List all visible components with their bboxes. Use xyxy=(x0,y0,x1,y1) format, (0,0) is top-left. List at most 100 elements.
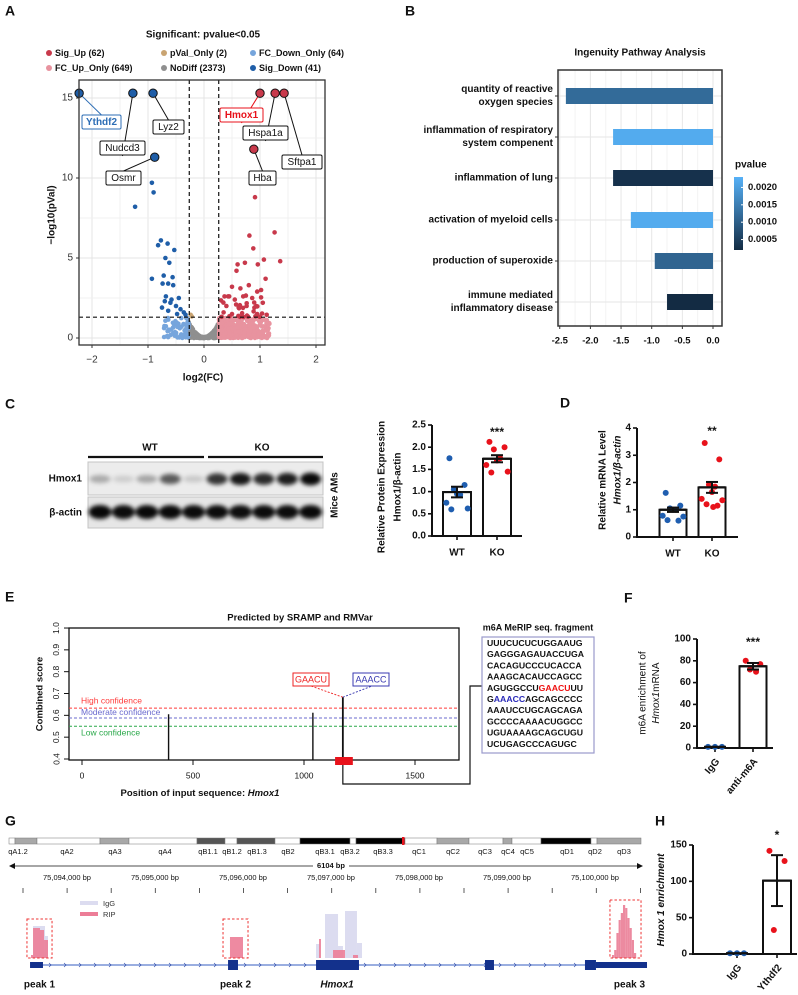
point-sig-up xyxy=(235,262,240,267)
band-hmox1 xyxy=(229,472,251,486)
legend-marker xyxy=(161,50,167,56)
sample-label: Mice AMs xyxy=(330,472,341,518)
band-hmox1 xyxy=(253,473,275,485)
point-sig-up xyxy=(236,305,241,310)
y-tick-label: 0.0 xyxy=(412,531,426,542)
point-fc-up-only xyxy=(246,323,252,328)
motif-label: AAACC xyxy=(355,674,387,684)
band-hmox1 xyxy=(206,473,228,485)
point-sig-up xyxy=(242,260,248,266)
strand-arrow-icon xyxy=(543,962,547,968)
point-sig-down xyxy=(178,306,183,312)
point-fc-up-only xyxy=(222,331,228,336)
y-axis-label-gene: Hmox 1 xyxy=(656,910,667,947)
panel-label-e: E xyxy=(5,589,14,605)
sequence-box xyxy=(481,636,595,754)
coordinate-label: 75,094,000 bp xyxy=(43,873,91,882)
band-block xyxy=(468,837,504,845)
band-block xyxy=(299,837,351,845)
point-nodiff xyxy=(213,326,218,332)
gene-label-box xyxy=(219,107,264,123)
ideogram-band: qC3 xyxy=(468,837,504,856)
y-axis-label: m6A enrichment of xyxy=(638,651,649,735)
sequence-segment: UGUAAAAGCAGCUGU xyxy=(487,728,583,738)
point-sig-up xyxy=(239,310,245,316)
point-fc-up-only xyxy=(227,330,232,336)
panel-e-m6a-site-prediction: E Predicted by SRAMP and RMVar 0.4 0.5 0.6 0.… xyxy=(5,589,595,799)
motif-connector xyxy=(310,685,343,698)
band-hmox1 xyxy=(300,472,322,486)
y-tick-label: 100 xyxy=(670,876,687,887)
point-sig-down xyxy=(183,312,188,318)
sequence-segment: AGUGGCCU xyxy=(487,683,539,693)
rip-coverage xyxy=(631,940,634,958)
point-fc-down-only xyxy=(165,315,171,321)
data-point xyxy=(443,499,450,506)
x-axis-label-prefix: Position of input sequence: xyxy=(121,788,248,799)
point-sig-down xyxy=(176,295,182,301)
gene-label-osmr: Osmr xyxy=(105,152,160,186)
point-fc-up-only xyxy=(251,325,256,330)
data-point xyxy=(662,489,669,496)
x-tick-label: Ythdf2 xyxy=(756,962,785,993)
strand-arrow-icon xyxy=(528,962,532,968)
category-label: quantity of reactive xyxy=(461,84,553,95)
bar xyxy=(654,253,713,269)
band-actin xyxy=(158,505,182,519)
strand-arrow-icon xyxy=(513,962,517,968)
sequence-segment: AAAUCCUGCAGCAGA xyxy=(487,705,583,715)
y-tick-label: 0 xyxy=(685,743,691,754)
point-sig-down xyxy=(165,308,171,314)
data-point xyxy=(675,517,682,524)
data-point xyxy=(664,517,671,524)
strand-arrow-icon xyxy=(258,962,262,968)
bar xyxy=(613,129,713,145)
y-tick-label: 1 xyxy=(625,504,631,515)
sequence-segment: UUUCUCUCUGGAAUG xyxy=(487,638,583,648)
point-sig-up xyxy=(232,297,238,302)
band-hmox1 xyxy=(159,473,181,485)
band-block xyxy=(99,837,130,845)
band-block xyxy=(8,837,16,845)
labeled-point xyxy=(148,88,158,98)
gene-label-box xyxy=(152,119,185,135)
gene-name: Lyz2 xyxy=(158,122,179,133)
band-label: qD1 xyxy=(560,847,574,856)
strand-arrow-icon xyxy=(303,962,307,968)
utr xyxy=(595,962,648,968)
band-label: qC2 xyxy=(446,847,460,856)
sequence-motif: GAACU xyxy=(539,683,571,693)
point-sig-up xyxy=(260,300,266,306)
y-axis-label: Hmox1/β-actin xyxy=(613,436,624,505)
band-actin xyxy=(205,505,229,519)
fragment-title: m6A MeRIP seq. fragment xyxy=(483,622,594,632)
group-anti-m6a: anti-m6A xyxy=(724,657,768,797)
data-point xyxy=(766,847,773,854)
point-sig-up xyxy=(246,282,252,288)
significance-marker: * xyxy=(775,828,780,842)
x-tick-label: anti-m6A xyxy=(724,757,760,797)
point-fc-up-only xyxy=(247,328,253,334)
igg-coverage xyxy=(325,914,339,958)
point-sig-down xyxy=(162,298,168,304)
significance-marker: ** xyxy=(707,424,717,438)
band-hmox1 xyxy=(276,472,298,486)
band-label: qA4 xyxy=(158,847,171,856)
motif-label: GAACU xyxy=(295,674,327,684)
legend-label: FC_Down_Only (64) xyxy=(259,48,344,58)
legend-marker xyxy=(250,65,256,71)
fragment-connector xyxy=(342,685,482,785)
legend-marker xyxy=(250,50,256,56)
sequence-line: GAGGGAGAUACCUGA xyxy=(487,649,585,659)
band-label: qD3 xyxy=(617,847,631,856)
band-actin xyxy=(299,505,323,519)
point-sig-up xyxy=(251,246,256,251)
band-block xyxy=(236,837,276,845)
peak-box xyxy=(609,899,642,959)
motif-box xyxy=(292,672,330,687)
strand-arrow-icon xyxy=(423,962,427,968)
band-block xyxy=(590,837,598,845)
legend-label: NoDiff (2373) xyxy=(170,63,226,73)
labeled-point xyxy=(128,88,138,98)
